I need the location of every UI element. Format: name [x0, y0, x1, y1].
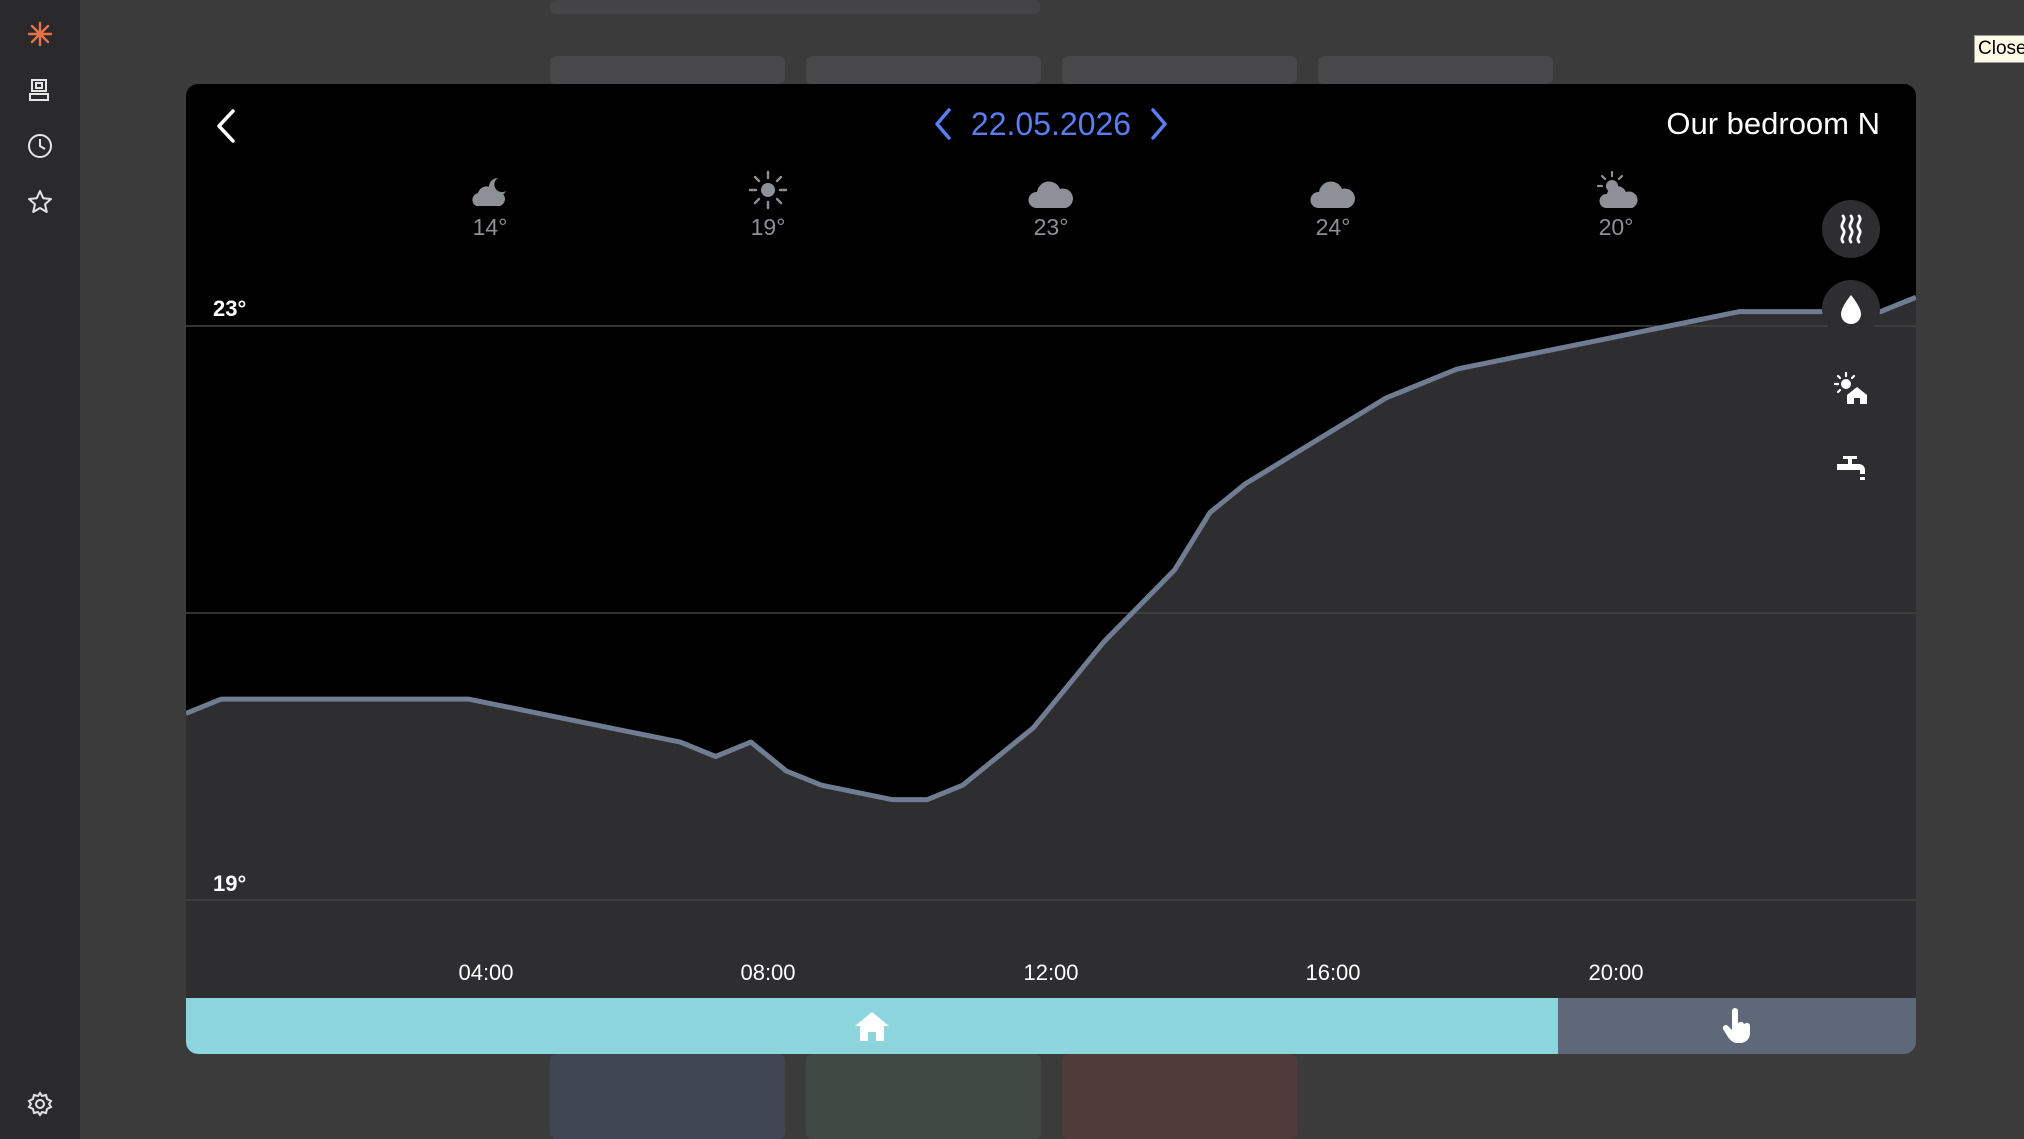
date-navigator: 22.05.2026	[186, 102, 1916, 152]
background-tile	[806, 56, 1041, 84]
forecast-item: 20°	[1556, 166, 1676, 241]
forecast-item: 14°	[430, 166, 550, 241]
background-panel	[550, 0, 1040, 14]
temperature-chart	[186, 294, 1916, 998]
outdoor-button[interactable]	[1822, 360, 1880, 418]
hand-pointer-icon	[1722, 1008, 1751, 1043]
x-tick-label: 16:00	[1305, 960, 1361, 985]
star-icon[interactable]	[22, 184, 58, 220]
forecast-temp: 24°	[1315, 214, 1351, 240]
sun-house-icon	[1833, 371, 1867, 404]
cloud-icon	[1273, 166, 1393, 210]
next-day-button[interactable]	[1141, 102, 1177, 146]
background-tile	[550, 56, 785, 84]
cloud-icon	[991, 166, 1111, 210]
background-tile	[806, 1054, 1041, 1139]
sidebar	[0, 0, 80, 1139]
forecast-item: 19°	[708, 166, 828, 241]
hot-water-button[interactable]	[1822, 440, 1880, 498]
devices-icon[interactable]	[22, 72, 58, 108]
x-tick-label: 04:00	[458, 960, 514, 985]
y-tick-label: 19°	[213, 871, 247, 896]
manual-mode-button[interactable]	[1558, 998, 1916, 1054]
heat-icon	[1840, 214, 1862, 244]
background-tile	[1062, 1054, 1297, 1139]
background-tile	[1318, 56, 1553, 84]
room-title: Our bedroom N	[1666, 106, 1880, 141]
background-tile	[1062, 56, 1297, 84]
y-tick-label: 23°	[213, 296, 247, 321]
forecast-temp: 23°	[1033, 214, 1069, 240]
sun-icon	[708, 166, 828, 210]
prev-day-button[interactable]	[925, 102, 961, 146]
humidity-button[interactable]	[1822, 280, 1880, 338]
forecast-temp: 20°	[1598, 214, 1634, 240]
forecast-temp: 14°	[472, 214, 508, 240]
forecast-temp: 19°	[750, 214, 786, 240]
clock-icon[interactable]	[22, 128, 58, 164]
sun-cloud-icon	[1556, 166, 1676, 210]
gear-icon[interactable]	[22, 1086, 58, 1122]
x-tick-label: 12:00	[1023, 960, 1079, 985]
moon-cloud-icon	[430, 166, 550, 210]
back-button[interactable]	[206, 104, 246, 148]
temperature-line	[186, 294, 1916, 803]
current-date[interactable]: 22.05.2026	[970, 105, 1132, 142]
temperature-area	[186, 297, 1916, 998]
forecast-item: 23°	[991, 166, 1111, 241]
mode-bar	[186, 998, 1916, 1054]
home-mode-button[interactable]	[186, 998, 1558, 1054]
water-drop-icon	[1841, 295, 1861, 324]
logo-icon[interactable]	[22, 16, 58, 52]
faucet-icon	[1837, 456, 1865, 480]
home-icon	[855, 1012, 889, 1041]
x-tick-label: 20:00	[1588, 960, 1644, 985]
background-tile	[550, 1054, 785, 1139]
close-button[interactable]: Close	[1974, 35, 2024, 63]
heating-button[interactable]	[1822, 200, 1880, 258]
x-tick-label: 08:00	[740, 960, 796, 985]
forecast-item: 24°	[1273, 166, 1393, 241]
temperature-modal: 22.05.2026 Our bedroom N 14° 19° 23° 24°	[186, 84, 1916, 1054]
